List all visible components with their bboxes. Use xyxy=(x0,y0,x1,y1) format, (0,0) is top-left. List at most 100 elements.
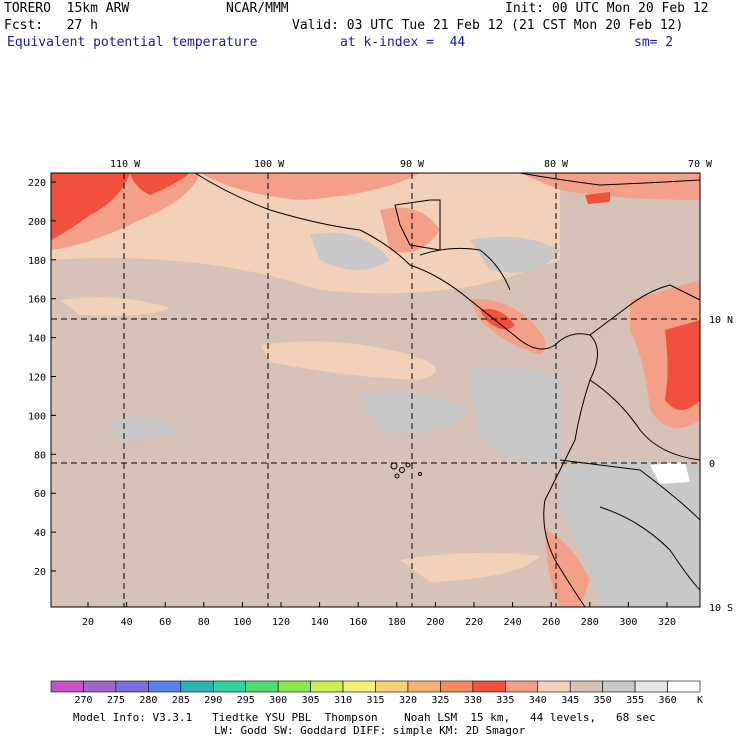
smoothing-label: sm= 2 xyxy=(634,35,674,50)
y-tick-label: 160 xyxy=(28,295,46,306)
theta-e-field xyxy=(51,173,700,607)
colorbar-swatch xyxy=(342,680,376,693)
colorbar-swatch xyxy=(407,680,441,693)
colorbar-label: 330 xyxy=(463,695,482,706)
x-tick-label: 180 xyxy=(388,617,406,628)
colorbar-label: 315 xyxy=(366,695,385,706)
colorbar-swatch xyxy=(245,680,279,693)
colorbar-swatch xyxy=(310,680,344,693)
colorbar-swatch xyxy=(212,680,247,693)
peach-patch-west xyxy=(60,297,170,316)
y-axis-ticks: 20 40 60 80 100 120 140 160 180 200 220 xyxy=(28,178,56,578)
x-tick-label: 60 xyxy=(159,617,171,628)
galapagos-islands xyxy=(390,462,422,479)
lat-label-10n: 10 N xyxy=(709,315,733,326)
x-tick-label: 140 xyxy=(311,617,329,628)
colorbar-swatch xyxy=(537,680,571,693)
lat-label-0: 0 xyxy=(709,459,715,470)
colorbar-label: 305 xyxy=(301,695,320,706)
colorbar-swatch xyxy=(440,680,474,693)
colorbar-swatch xyxy=(277,680,311,693)
x-tick-label: 80 xyxy=(198,617,210,628)
colorbar-swatch xyxy=(180,680,214,693)
colorbar-swatch xyxy=(634,680,668,693)
model-title: TORERO 15km ARW xyxy=(4,1,130,16)
y-tick-label: 200 xyxy=(28,217,46,228)
x-tick-label: 100 xyxy=(233,617,251,628)
lon-label-70w: 70 W xyxy=(688,159,713,170)
forecast-hour: Fcst: 27 h xyxy=(4,18,98,33)
y-tick-label: 140 xyxy=(28,334,46,345)
colorbar-label: 335 xyxy=(496,695,515,706)
x-tick-label: 40 xyxy=(121,617,133,628)
white-patch xyxy=(650,462,690,484)
colorbar-swatch xyxy=(50,680,84,693)
lat-label-10s: 10 S xyxy=(709,603,733,614)
x-tick-label: 220 xyxy=(465,617,483,628)
x-tick-label: 160 xyxy=(349,617,367,628)
x-tick-label: 260 xyxy=(542,617,560,628)
red-core-north xyxy=(130,173,190,195)
colorbar-label: 295 xyxy=(236,695,255,706)
x-tick-label: 200 xyxy=(426,617,444,628)
colorbar-label: 300 xyxy=(269,695,288,706)
y-tick-label: 100 xyxy=(28,411,46,422)
colorbar-label: 270 xyxy=(74,695,93,706)
gray-patch-andes xyxy=(560,460,700,607)
colorbar-label: 310 xyxy=(334,695,353,706)
level-label: at k-index = 44 xyxy=(340,35,466,50)
colorbar-label: 340 xyxy=(528,695,547,706)
coastlines xyxy=(194,172,701,608)
colorbar-swatch xyxy=(472,680,506,693)
y-tick-label: 20 xyxy=(34,567,46,578)
colorbar-label: 290 xyxy=(204,695,223,706)
salmon-guatemala xyxy=(380,207,440,253)
colorbar-swatch xyxy=(375,680,409,693)
colorbar-label: 285 xyxy=(171,695,190,706)
gray-patch-4 xyxy=(110,416,180,441)
peach-band-north xyxy=(51,173,560,294)
colorbar-swatch xyxy=(667,680,701,693)
colorbar-label: 355 xyxy=(626,695,645,706)
red-core-colombia xyxy=(665,320,700,410)
peach-patch-south xyxy=(400,552,540,582)
colorbar-label: 325 xyxy=(431,695,450,706)
x-tick-label: 280 xyxy=(581,617,599,628)
source-label: NCAR/MMM xyxy=(226,1,289,16)
field-name: Equivalent potential temperature xyxy=(7,35,258,50)
colorbar-swatch xyxy=(83,680,117,693)
colorbar-swatch xyxy=(504,680,539,693)
gray-patch-3 xyxy=(470,366,560,463)
x-axis-ticks: 20 40 60 80 100 120 140 160 180 200 220 240 260 280 30… xyxy=(82,602,676,628)
lon-label-90w: 90 W xyxy=(400,159,425,170)
x-tick-label: 120 xyxy=(272,617,290,628)
model-info-line2: LW: Godd SW: Goddard DIFF: simple KM: 2D… xyxy=(214,724,526,737)
red-core-northwest xyxy=(51,173,130,240)
colorbar-unit: K xyxy=(697,695,704,706)
colorbar xyxy=(50,680,701,693)
red-core-caribbean xyxy=(585,192,610,204)
x-tick-label: 240 xyxy=(504,617,522,628)
gray-patch-2 xyxy=(360,392,470,433)
lon-label-100w: 100 W xyxy=(254,159,285,170)
valid-time: Valid: 03 UTC Tue 21 Feb 12 (21 CST Mon … xyxy=(292,18,684,33)
init-time: Init: 00 UTC Mon 20 Feb 12 xyxy=(505,1,709,16)
colorbar-label: 350 xyxy=(593,695,612,706)
graticule xyxy=(51,173,700,607)
colorbar-label: 360 xyxy=(658,695,677,706)
y-tick-label: 220 xyxy=(28,178,46,189)
colorbar-swatch xyxy=(602,680,636,693)
x-tick-label: 20 xyxy=(82,617,94,628)
salmon-mexico xyxy=(200,173,420,200)
colorbar-label: 280 xyxy=(139,695,158,706)
colorbar-swatch xyxy=(569,680,603,693)
y-tick-label: 180 xyxy=(28,256,46,267)
colorbar-label: 275 xyxy=(106,695,125,706)
gray-patch-caribbean xyxy=(470,236,560,273)
y-tick-label: 80 xyxy=(34,450,46,461)
y-tick-label: 40 xyxy=(34,528,46,539)
x-tick-label: 300 xyxy=(619,617,637,628)
y-tick-label: 120 xyxy=(28,373,46,384)
colorbar-swatch xyxy=(148,680,182,693)
